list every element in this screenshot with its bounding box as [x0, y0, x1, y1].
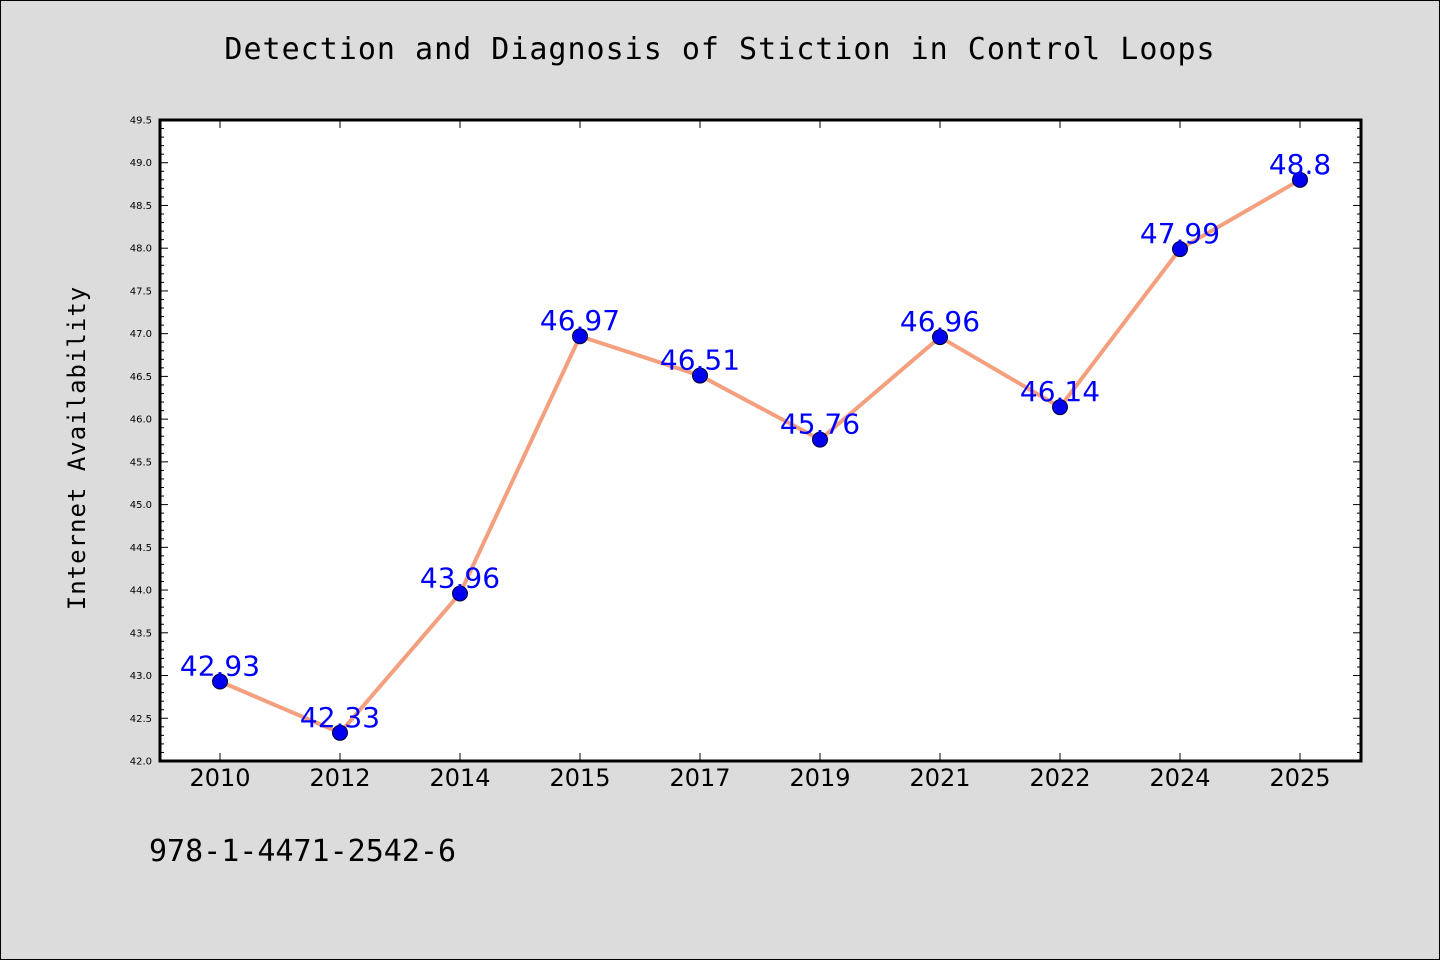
data-label: 43.96 [420, 561, 500, 594]
data-point [572, 328, 588, 345]
data-point [212, 673, 228, 690]
series-line [219, 178, 1301, 735]
x-tick-label: 2022 [1029, 764, 1090, 792]
x-tick-label: 2015 [549, 764, 610, 792]
plot-area [158, 118, 1363, 763]
y-tick-label: 46.5 [130, 372, 152, 383]
data-label: 46.51 [660, 344, 740, 377]
y-tick-label: 45.5 [130, 457, 152, 468]
x-tick-label: 2012 [309, 764, 370, 792]
data-label: 46.96 [900, 305, 980, 338]
y-tick-label: 47.0 [130, 329, 152, 340]
data-point [1292, 171, 1308, 188]
data-label: 48.8 [1269, 148, 1331, 181]
y-tick-label: 48.5 [130, 201, 152, 212]
y-tick-label: 47.5 [130, 286, 152, 297]
data-label: 45.76 [780, 408, 860, 441]
x-tick-label: 2024 [1149, 764, 1210, 792]
y-tick-label: 45.0 [130, 500, 152, 511]
data-label: 42.93 [180, 650, 260, 683]
data-labels: 42.93 42.33 43.96 46.97 46.51 45.76 46.96 46.14… [180, 148, 1331, 734]
data-label: 42.33 [300, 701, 380, 734]
y-tick-label: 49.0 [130, 158, 152, 169]
y-tick-label: 46.0 [130, 415, 152, 426]
x-tick-label: 2010 [189, 764, 250, 792]
y-tick-label: 42.0 [130, 757, 152, 768]
data-point [692, 367, 708, 384]
chart-title: Detection and Diagnosis of Stiction in C… [224, 32, 1216, 67]
y-tick-label: 43.0 [130, 671, 152, 682]
x-axis: 2010 2012 2014 2015 2017 2019 2021 2022 2024 2025 [189, 120, 1331, 792]
data-label: 46.14 [1020, 375, 1100, 408]
data-point [452, 585, 468, 602]
y-tick-label: 44.0 [130, 586, 152, 597]
y-tick-label: 43.5 [130, 628, 152, 639]
x-tick-label: 2025 [1269, 764, 1330, 792]
y-tick-label: 44.5 [130, 543, 152, 554]
x-tick-label: 2014 [429, 764, 490, 792]
y-tick-label: 49.5 [130, 116, 152, 127]
data-label: 47.99 [1140, 217, 1220, 250]
isbn-footer: 978-1-4471-2542-6 [149, 834, 457, 869]
x-tick-label: 2021 [909, 764, 970, 792]
data-point [932, 329, 948, 346]
data-point [332, 724, 348, 741]
y-tick-label: 42.5 [130, 714, 152, 725]
data-point [1052, 399, 1068, 416]
x-tick-label: 2017 [669, 764, 730, 792]
data-point [1172, 241, 1188, 258]
data-markers [212, 171, 1308, 741]
data-label: 46.97 [540, 304, 620, 337]
data-point [812, 431, 828, 448]
y-tick-label: 48.0 [130, 244, 152, 255]
x-tick-label: 2019 [789, 764, 850, 792]
y-axis: 42.0 42.5 43.0 43.5 44.0 44.5 45.0 45.5 46.0 46.5… [130, 116, 1361, 768]
